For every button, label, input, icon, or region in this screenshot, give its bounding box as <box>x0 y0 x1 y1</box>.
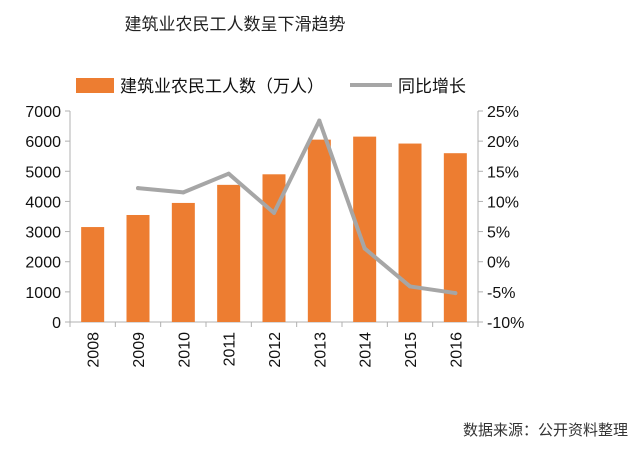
bar <box>443 153 467 322</box>
growth-point <box>181 190 186 195</box>
legend-bar-swatch <box>76 78 114 93</box>
bar <box>126 214 150 322</box>
plot-area: 0 1000 2000 3000 4000 5000 6000 7000 -10% -5% 0% 5%… <box>25 104 524 368</box>
growth-point <box>226 171 231 176</box>
y-right-tick-label: 0% <box>487 255 510 272</box>
x-tick-label: 2011 <box>222 332 239 367</box>
bar <box>262 174 286 322</box>
bar <box>353 136 377 322</box>
y-right-tick-label: 15% <box>487 164 519 181</box>
source-note: 数据来源：公开资料整理 <box>462 421 628 439</box>
x-tick-label: 2013 <box>312 332 329 368</box>
bar <box>398 143 422 322</box>
x-tick-label: 2010 <box>176 332 193 368</box>
y-left-tick-label: 1000 <box>25 285 61 302</box>
y-left-tick-label: 5000 <box>25 164 61 181</box>
y-right-tick-label: 10% <box>487 194 519 211</box>
x-tick-label: 2008 <box>86 332 103 368</box>
growth-line <box>136 118 458 296</box>
growth-point <box>136 186 140 191</box>
bar <box>171 202 195 322</box>
bar <box>307 139 331 322</box>
y-left-tick-label: 4000 <box>25 194 61 211</box>
y-right-tick-label: 25% <box>487 104 519 121</box>
legend-line-label: 同比增长 <box>398 77 466 97</box>
chart-title: 建筑业农民工人数呈下滑趋势 <box>124 15 346 35</box>
x-tick-label: 2016 <box>448 332 465 368</box>
growth-point <box>272 210 276 215</box>
growth-point <box>453 291 458 296</box>
x-tick-label: 2014 <box>358 332 375 368</box>
y-left-tick-label: 6000 <box>25 134 61 151</box>
y-left-tick-label: 3000 <box>25 225 61 242</box>
y-right-tick-label: 5% <box>487 225 510 242</box>
y-left-tick-label: 2000 <box>25 255 61 272</box>
y-right-tick-label: 20% <box>487 134 519 151</box>
growth-point <box>362 246 367 251</box>
legend-bar-label: 建筑业农民工人数（万人） <box>120 77 324 97</box>
legend: 建筑业农民工人数（万人） 同比增长 <box>76 77 466 97</box>
y-right-tick-label: -10% <box>487 315 524 332</box>
y-left-tick-label: 0 <box>52 315 61 332</box>
y-left-tick-label: 7000 <box>25 104 61 121</box>
x-tick-label: 2015 <box>403 332 420 368</box>
growth-point <box>408 284 412 289</box>
y-right-tick-label: -5% <box>487 285 515 302</box>
x-tick-label: 2009 <box>131 332 148 368</box>
growth-point <box>317 118 322 123</box>
bar <box>81 227 105 322</box>
x-tick-label: 2012 <box>267 332 284 368</box>
bar <box>217 184 241 322</box>
